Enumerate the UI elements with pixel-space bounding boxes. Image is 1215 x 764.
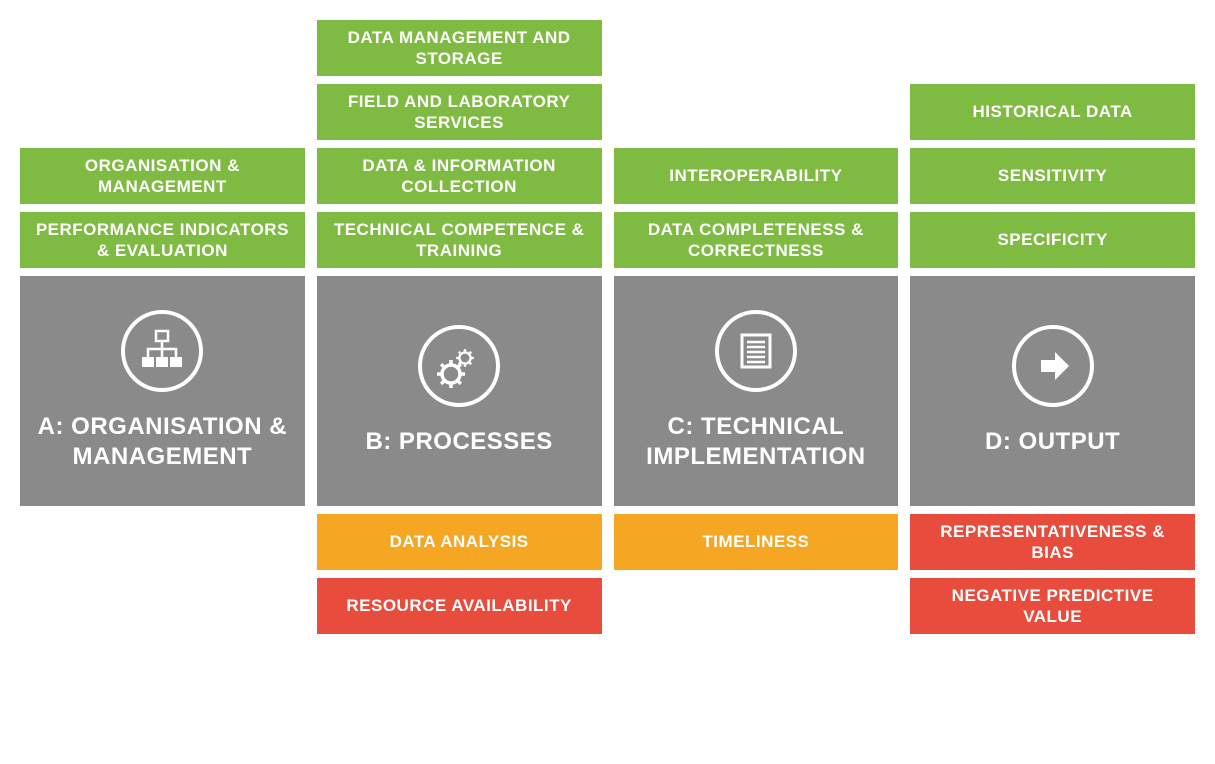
- tile-above: SENSITIVITY: [910, 148, 1195, 204]
- main-card-c: C: TECHNICAL IMPLEMENTATION: [614, 276, 899, 506]
- main-card-a: A: ORGANISATION & MANAGEMENT: [20, 276, 305, 506]
- gears-icon: [418, 325, 500, 407]
- main-card-title: D: OUTPUT: [985, 427, 1120, 457]
- spacer: [614, 20, 899, 76]
- spacer: [20, 20, 305, 76]
- main-card-b: B: PROCESSES: [317, 276, 602, 506]
- tile-above: SPECIFICITY: [910, 212, 1195, 268]
- column-c: INTEROPERABILITY DATA COMPLETENESS & CORR…: [614, 20, 899, 634]
- main-card-title: B: PROCESSES: [365, 427, 552, 457]
- spacer: [910, 20, 1195, 76]
- main-card-title: A: ORGANISATION & MANAGEMENT: [34, 412, 291, 472]
- main-card-title: C: TECHNICAL IMPLEMENTATION: [628, 412, 885, 472]
- column-d: HISTORICAL DATA SENSITIVITY SPECIFICITY D: …: [910, 20, 1195, 634]
- tile-above: FIELD AND LABORATORY SERVICES: [317, 84, 602, 140]
- column-a: ORGANISATION & MANAGEMENT PERFORMANCE IND…: [20, 20, 305, 634]
- tile-above: DATA MANAGEMENT AND STORAGE: [317, 20, 602, 76]
- tile-above: DATA & INFORMATION COLLECTION: [317, 148, 602, 204]
- tile-below: REPRESENTATIVENESS & BIAS: [910, 514, 1195, 570]
- tile-below: NEGATIVE PREDICTIVE VALUE: [910, 578, 1195, 634]
- infographic-grid: ORGANISATION & MANAGEMENT PERFORMANCE IND…: [20, 20, 1195, 634]
- tile-above: TECHNICAL COMPETENCE & TRAINING: [317, 212, 602, 268]
- org-chart-icon: [121, 310, 203, 392]
- tile-below: TIMELINESS: [614, 514, 899, 570]
- tile-above: PERFORMANCE INDICATORS & EVALUATION: [20, 212, 305, 268]
- arrow-icon: [1012, 325, 1094, 407]
- tile-above: ORGANISATION & MANAGEMENT: [20, 148, 305, 204]
- spacer: [20, 84, 305, 140]
- spacer: [614, 84, 899, 140]
- column-b: DATA MANAGEMENT AND STORAGE FIELD AND LAB…: [317, 20, 602, 634]
- tile-below: RESOURCE AVAILABILITY: [317, 578, 602, 634]
- tile-below: DATA ANALYSIS: [317, 514, 602, 570]
- tile-above: INTEROPERABILITY: [614, 148, 899, 204]
- document-icon: [715, 310, 797, 392]
- tile-above: DATA COMPLETENESS & CORRECTNESS: [614, 212, 899, 268]
- tile-above: HISTORICAL DATA: [910, 84, 1195, 140]
- main-card-d: D: OUTPUT: [910, 276, 1195, 506]
